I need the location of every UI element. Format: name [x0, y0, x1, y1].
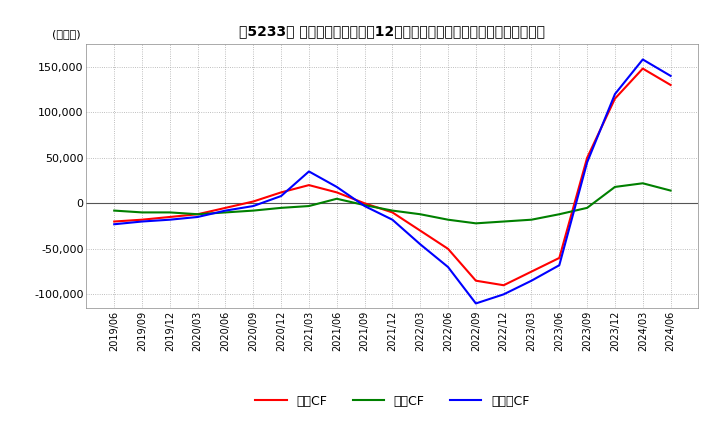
- 投資CF: [305, 203, 313, 209]
- 投資CF: [138, 210, 146, 215]
- フリーCF: [527, 278, 536, 283]
- Line: フリーCF: フリーCF: [114, 59, 670, 304]
- フリーCF: [388, 217, 397, 222]
- 営業CF: [360, 201, 369, 206]
- 営業CF: [110, 219, 119, 224]
- 投資CF: [333, 196, 341, 202]
- 投資CF: [416, 212, 425, 217]
- フリーCF: [221, 208, 230, 213]
- 営業CF: [416, 228, 425, 233]
- フリーCF: [444, 264, 452, 270]
- 営業CF: [333, 190, 341, 195]
- 営業CF: [444, 246, 452, 252]
- 投資CF: [194, 212, 202, 217]
- フリーCF: [333, 184, 341, 190]
- フリーCF: [360, 203, 369, 209]
- フリーCF: [194, 214, 202, 220]
- 投資CF: [611, 184, 619, 190]
- フリーCF: [666, 73, 675, 78]
- フリーCF: [472, 301, 480, 306]
- フリーCF: [500, 292, 508, 297]
- 投資CF: [444, 217, 452, 222]
- 投資CF: [527, 217, 536, 222]
- 投資CF: [221, 210, 230, 215]
- 営業CF: [138, 217, 146, 222]
- 営業CF: [555, 255, 564, 260]
- フリーCF: [639, 57, 647, 62]
- 投資CF: [360, 202, 369, 208]
- フリーCF: [611, 92, 619, 97]
- 営業CF: [249, 199, 258, 204]
- 投資CF: [276, 205, 285, 210]
- 営業CF: [388, 210, 397, 215]
- 投資CF: [388, 208, 397, 213]
- フリーCF: [416, 242, 425, 247]
- Title: 【5233】 キャッシュフローの12か月移動合計の対前年同期増減額の推移: 【5233】 キャッシュフローの12か月移動合計の対前年同期増減額の推移: [239, 25, 546, 39]
- Line: 営業CF: 営業CF: [114, 69, 670, 285]
- 営業CF: [611, 96, 619, 101]
- フリーCF: [582, 160, 591, 165]
- 営業CF: [221, 205, 230, 210]
- フリーCF: [110, 222, 119, 227]
- 投資CF: [166, 210, 174, 215]
- 投資CF: [555, 212, 564, 217]
- 営業CF: [527, 269, 536, 274]
- 営業CF: [305, 183, 313, 188]
- 投資CF: [500, 219, 508, 224]
- Text: (百万円): (百万円): [52, 29, 80, 39]
- 投資CF: [472, 221, 480, 226]
- フリーCF: [555, 263, 564, 268]
- 投資CF: [639, 181, 647, 186]
- Legend: 営業CF, 投資CF, フリーCF: 営業CF, 投資CF, フリーCF: [251, 390, 534, 413]
- フリーCF: [249, 203, 258, 209]
- 営業CF: [666, 82, 675, 88]
- フリーCF: [276, 194, 285, 199]
- フリーCF: [305, 169, 313, 174]
- 投資CF: [666, 188, 675, 193]
- 営業CF: [276, 190, 285, 195]
- 投資CF: [249, 208, 258, 213]
- フリーCF: [138, 219, 146, 224]
- 営業CF: [500, 282, 508, 288]
- 投資CF: [582, 205, 591, 210]
- 営業CF: [472, 278, 480, 283]
- 営業CF: [639, 66, 647, 71]
- 営業CF: [166, 214, 174, 220]
- 営業CF: [194, 212, 202, 217]
- フリーCF: [166, 217, 174, 222]
- 投資CF: [110, 208, 119, 213]
- 営業CF: [582, 155, 591, 161]
- Line: 投資CF: 投資CF: [114, 183, 670, 224]
